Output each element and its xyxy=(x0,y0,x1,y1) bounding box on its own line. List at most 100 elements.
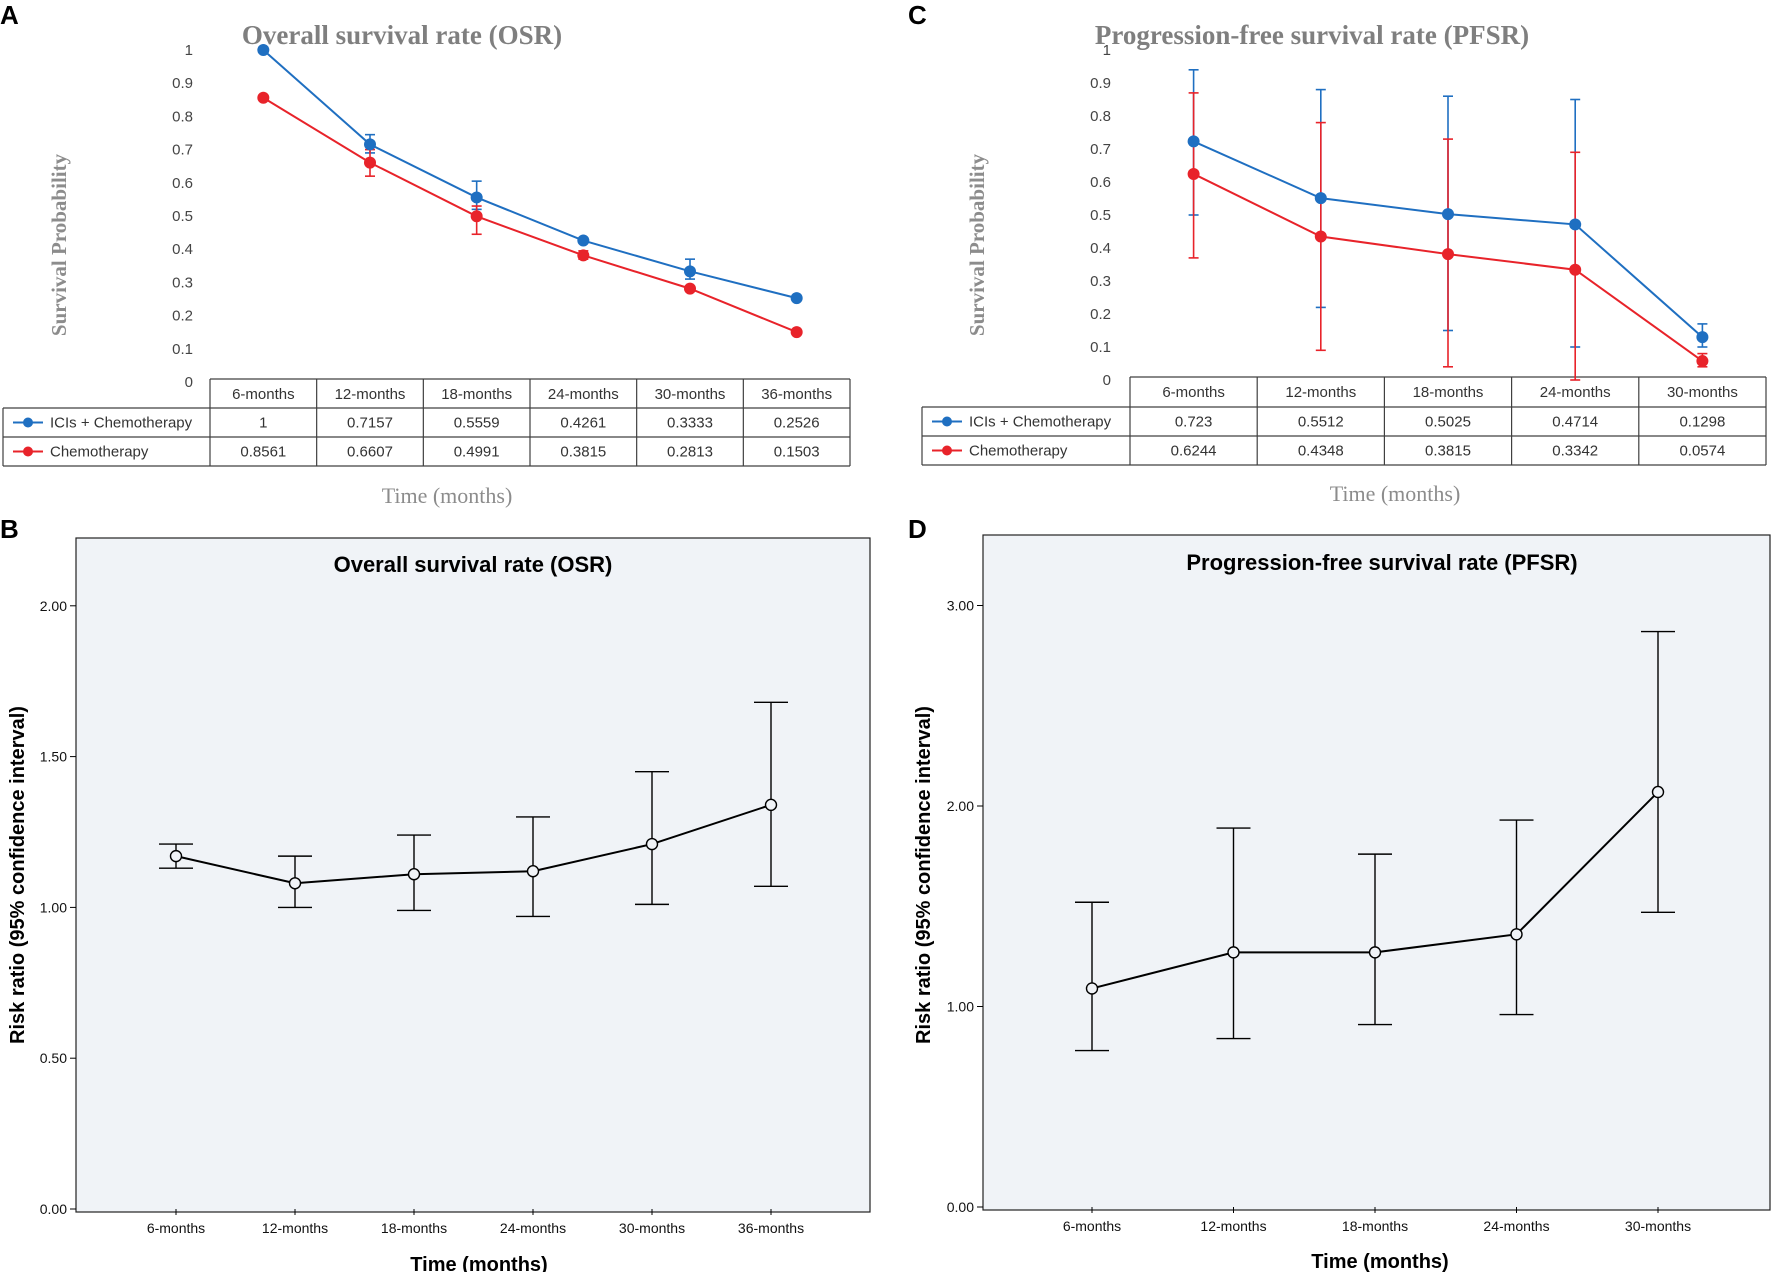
table-cell-value: 0.4991 xyxy=(454,444,500,461)
data-point xyxy=(1314,192,1327,205)
data-point xyxy=(1314,230,1327,243)
table-cell-value: 0.5512 xyxy=(1298,414,1344,431)
data-point xyxy=(169,849,183,863)
x-tick-label: 36-months xyxy=(738,1220,804,1236)
y-axis-label: Survival Probability xyxy=(965,153,989,336)
x-tick-label: 6-months xyxy=(1162,384,1225,401)
table-cell-value: 0.5559 xyxy=(454,415,500,432)
y-tick-label: 2.00 xyxy=(947,798,974,814)
y-tick-label: 0.4 xyxy=(172,241,193,258)
x-tick-label: 24-months xyxy=(500,1220,566,1236)
y-tick-label: 0.6 xyxy=(1090,174,1111,191)
x-tick-label: 30-months xyxy=(619,1220,685,1236)
data-point xyxy=(470,210,483,223)
legend-label: ICIs + Chemotherapy xyxy=(969,414,1112,431)
data-point xyxy=(257,44,270,56)
y-tick-label: 0.4 xyxy=(1090,240,1111,257)
x-tick-label: 30-months xyxy=(655,386,726,403)
data-point xyxy=(1442,248,1454,261)
table-cell-value: 1 xyxy=(259,415,267,432)
panel-letter-b: B xyxy=(0,514,19,544)
data-point xyxy=(1696,355,1709,368)
data-point xyxy=(257,91,270,104)
data-point xyxy=(470,191,483,204)
x-axis-label: Time (months) xyxy=(410,1254,547,1272)
panel-letter-d: D xyxy=(908,514,927,544)
x-tick-label: 18-months xyxy=(441,386,512,403)
table-cell-value: 0.4348 xyxy=(1298,443,1344,460)
series-line xyxy=(262,96,798,334)
y-tick-label: 0.3 xyxy=(172,274,193,291)
y-tick-label: 3.00 xyxy=(947,598,974,614)
y-tick-label: 0.9 xyxy=(172,75,193,92)
legend-marker xyxy=(23,417,33,428)
data-point xyxy=(1442,208,1454,221)
y-tick-label: 1 xyxy=(185,42,193,59)
legend-label: Chemotherapy xyxy=(50,444,149,461)
chart-title: Overall survival rate (OSR) xyxy=(242,20,562,50)
x-tick-label: 12-months xyxy=(335,386,406,403)
panel-b-osr-risk-ratio-chart: Overall survival rate (OSR) Risk ratio (… xyxy=(7,537,871,1272)
y-tick-label: 0.2 xyxy=(1090,306,1111,323)
table-cell-value: 0.4261 xyxy=(560,415,606,432)
data-point xyxy=(684,265,696,278)
table-cell-value: 0.4714 xyxy=(1552,414,1598,431)
table-cell-value: 0.3815 xyxy=(1425,443,1471,460)
y-tick-label: 0 xyxy=(1103,372,1111,389)
chart-title: Overall survival rate (OSR) xyxy=(334,552,613,577)
y-tick-label: 2.00 xyxy=(40,598,67,614)
legend-marker xyxy=(942,416,952,427)
x-tick-label: 18-months xyxy=(381,1220,447,1236)
y-tick-label: 0.2 xyxy=(172,308,193,325)
x-tick-label: 24-months xyxy=(1540,384,1611,401)
data-point xyxy=(790,326,803,339)
y-tick-label: 0.7 xyxy=(172,142,193,159)
x-tick-label: 24-months xyxy=(548,386,619,403)
panel-letter-a: A xyxy=(0,0,19,30)
x-tick-label: 6-months xyxy=(147,1220,205,1236)
data-point xyxy=(577,249,590,262)
y-tick-label: 0.3 xyxy=(1090,273,1111,290)
table-cell-value: 0.1298 xyxy=(1679,414,1725,431)
panel-letter-c: C xyxy=(908,0,927,30)
y-tick-label: 0.5 xyxy=(172,208,193,225)
data-point xyxy=(790,292,803,305)
data-point xyxy=(526,865,540,878)
x-tick-label: 12-months xyxy=(1200,1218,1266,1234)
risk-ratio-line xyxy=(175,803,772,885)
x-axis-label: Time (months) xyxy=(382,483,513,508)
data-point xyxy=(645,837,659,851)
y-tick-label: 0.1 xyxy=(172,341,193,358)
y-tick-label: 0.1 xyxy=(1090,339,1111,356)
data-point xyxy=(1227,946,1240,959)
table-cell-value: 0.6244 xyxy=(1171,443,1217,460)
y-axis-label: Survival Probability xyxy=(47,153,71,336)
y-tick-label: 0.7 xyxy=(1090,141,1111,158)
table-cell-value: 0.1503 xyxy=(774,444,820,461)
data-point xyxy=(1187,167,1200,180)
y-tick-label: 0.00 xyxy=(40,1201,67,1217)
legend-label: ICIs + Chemotherapy xyxy=(50,415,193,432)
table-cell-value: 0.3333 xyxy=(667,415,713,432)
x-tick-label: 30-months xyxy=(1667,384,1738,401)
x-axis-label: Time (months) xyxy=(1311,1251,1448,1272)
data-point xyxy=(1569,218,1582,231)
y-tick-label: 0.6 xyxy=(172,175,193,192)
x-axis-label: Time (months) xyxy=(1330,481,1461,506)
data-point xyxy=(1510,928,1523,941)
y-tick-label: 1.50 xyxy=(40,749,67,765)
table-cell-value: 0.6607 xyxy=(347,444,393,461)
y-axis-label: Risk ratio (95% confidence interval) xyxy=(7,706,29,1044)
legend-marker xyxy=(942,445,952,456)
table-cell-value: 0.8561 xyxy=(240,444,286,461)
y-tick-label: 1.00 xyxy=(947,999,974,1015)
y-tick-label: 0.8 xyxy=(172,108,193,125)
chart-title: Progression-free survival rate (PFSR) xyxy=(1186,550,1577,575)
panel-a-osr-chart: Overall survival rate (OSR) Survival Pro… xyxy=(2,20,851,508)
data-point xyxy=(684,282,696,295)
x-tick-label: 12-months xyxy=(1285,384,1356,401)
y-axis-label: Risk ratio (95% confidence interval) xyxy=(913,706,935,1044)
data-point xyxy=(764,798,778,812)
panel-d-pfsr-risk-ratio-chart: Progression-free survival rate (PFSR) Ri… xyxy=(913,534,1771,1272)
